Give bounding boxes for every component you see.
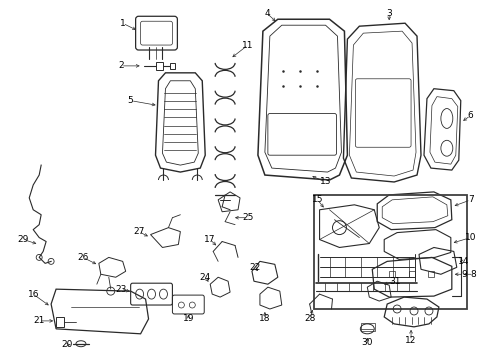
Text: 14: 14 [458, 257, 469, 266]
Text: 2: 2 [118, 62, 123, 71]
Bar [314, 195, 467, 309]
Bar [361, 323, 375, 331]
Text: 15: 15 [312, 195, 323, 204]
Text: 12: 12 [405, 336, 416, 345]
Bar [155, 62, 164, 70]
Text: 4: 4 [264, 9, 270, 18]
Bar [389, 271, 395, 277]
Text: 11: 11 [242, 41, 254, 50]
Text: 9: 9 [461, 270, 466, 279]
Text: 20: 20 [61, 340, 73, 349]
Text: 8: 8 [471, 270, 477, 279]
Text: 29: 29 [18, 235, 29, 244]
Text: 3: 3 [386, 9, 392, 18]
Text: 7: 7 [468, 195, 474, 204]
Text: 17: 17 [204, 235, 216, 244]
Text: 5: 5 [128, 96, 134, 105]
Bar [428, 271, 434, 277]
Text: 28: 28 [304, 314, 316, 323]
Text: 21: 21 [33, 316, 45, 325]
Text: 30: 30 [362, 338, 373, 347]
Text: 13: 13 [320, 177, 331, 186]
Text: 18: 18 [259, 314, 270, 323]
Text: 31: 31 [390, 277, 401, 286]
Text: 16: 16 [27, 289, 39, 298]
Bar [171, 63, 175, 69]
Bar [409, 271, 415, 277]
Text: 22: 22 [249, 263, 261, 272]
Text: 27: 27 [133, 227, 144, 236]
Text: 24: 24 [199, 273, 211, 282]
Text: 23: 23 [115, 285, 126, 294]
Bar [56, 317, 64, 327]
Text: 26: 26 [77, 253, 89, 262]
Text: 1: 1 [120, 19, 125, 28]
Text: 19: 19 [183, 314, 194, 323]
Text: 6: 6 [468, 111, 474, 120]
Text: 10: 10 [465, 233, 476, 242]
Text: 25: 25 [242, 213, 254, 222]
